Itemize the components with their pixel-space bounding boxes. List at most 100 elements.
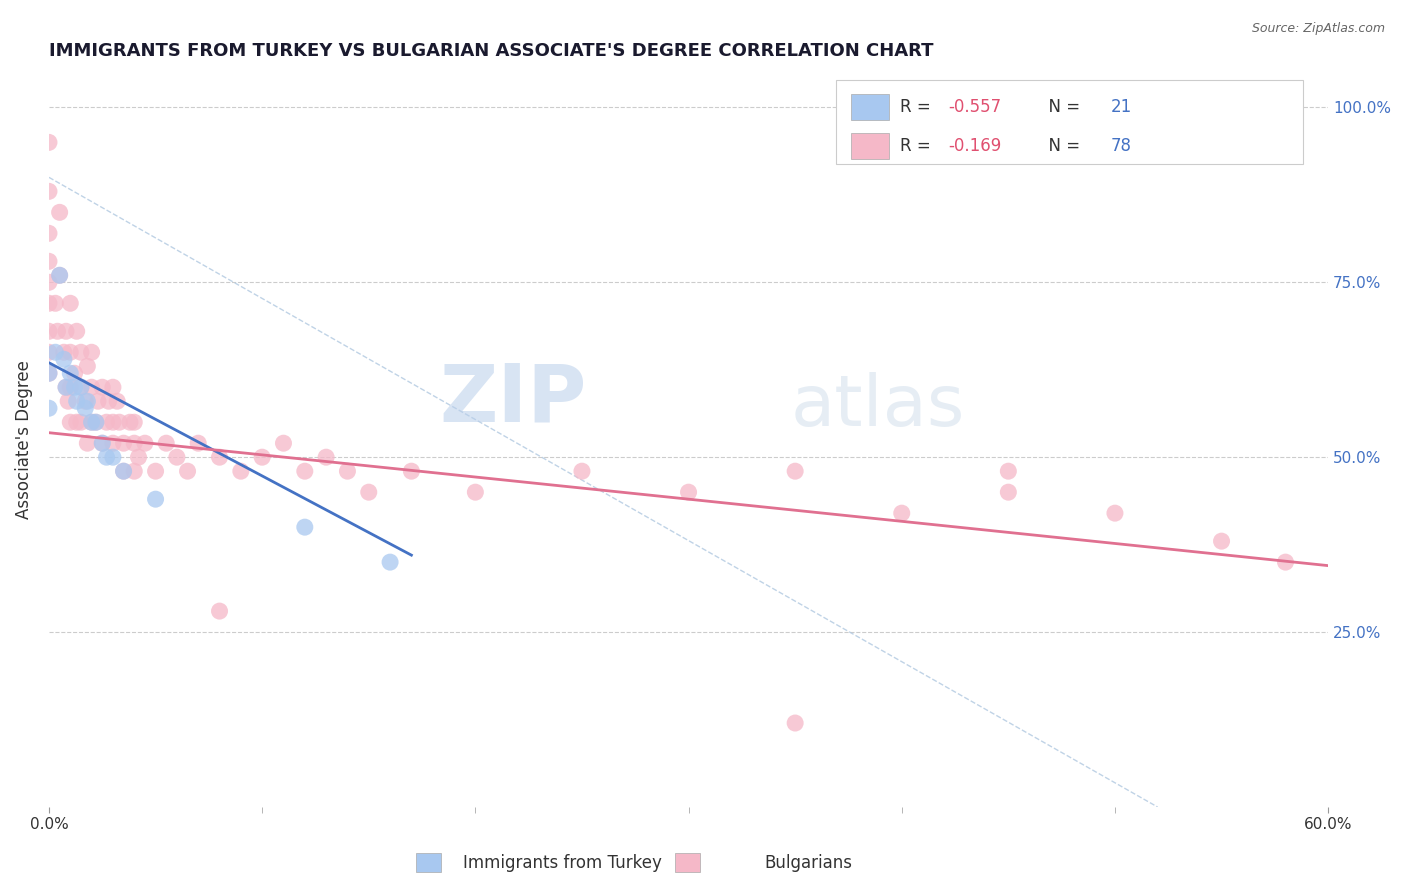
Point <box>48 268 70 283</box>
Point <box>101 415 124 429</box>
Text: R =: R = <box>900 98 935 116</box>
Point <box>80 345 103 359</box>
Point <box>166 450 188 465</box>
Point <box>112 464 135 478</box>
Point <box>176 464 198 478</box>
Point <box>48 205 70 219</box>
Point <box>76 359 98 374</box>
Point <box>108 415 131 429</box>
Point <box>97 394 120 409</box>
Point <box>101 450 124 465</box>
Point <box>75 401 97 416</box>
Text: Immigrants from Turkey: Immigrants from Turkey <box>463 855 662 872</box>
Point <box>66 394 89 409</box>
Point <box>59 296 82 310</box>
Point <box>44 345 66 359</box>
Point <box>38 366 60 380</box>
Point <box>101 380 124 394</box>
Point <box>38 366 60 380</box>
Point <box>38 185 60 199</box>
Point <box>38 227 60 241</box>
Point <box>134 436 156 450</box>
Point <box>208 450 231 465</box>
Point <box>128 450 150 465</box>
Text: N =: N = <box>1038 98 1085 116</box>
Text: N =: N = <box>1038 136 1085 154</box>
Point <box>80 415 103 429</box>
Point <box>87 394 110 409</box>
Point <box>401 464 423 478</box>
Point <box>38 254 60 268</box>
Point <box>122 415 145 429</box>
Point <box>55 380 77 394</box>
Point <box>76 436 98 450</box>
Point <box>59 380 82 394</box>
Point <box>84 415 107 429</box>
Point <box>112 436 135 450</box>
Point <box>38 136 60 150</box>
Point <box>91 436 114 450</box>
Point <box>80 380 103 394</box>
Point <box>84 415 107 429</box>
Point <box>357 485 380 500</box>
Text: -0.557: -0.557 <box>948 98 1001 116</box>
Bar <box>675 853 700 872</box>
Point <box>294 464 316 478</box>
Point <box>145 492 167 507</box>
Point <box>101 436 124 450</box>
Point <box>122 464 145 478</box>
FancyBboxPatch shape <box>851 95 890 120</box>
Point <box>122 436 145 450</box>
Point <box>118 415 141 429</box>
Point <box>1274 555 1296 569</box>
Point <box>70 380 93 394</box>
Point <box>112 464 135 478</box>
Point <box>96 415 118 429</box>
Point <box>571 464 593 478</box>
Point <box>250 450 273 465</box>
Point <box>997 485 1019 500</box>
Point <box>378 555 401 569</box>
Point <box>785 716 807 731</box>
Point <box>56 394 79 409</box>
Text: R =: R = <box>900 136 935 154</box>
Point <box>63 366 86 380</box>
Point <box>44 296 66 310</box>
Text: IMMIGRANTS FROM TURKEY VS BULGARIAN ASSOCIATE'S DEGREE CORRELATION CHART: IMMIGRANTS FROM TURKEY VS BULGARIAN ASSO… <box>49 42 934 60</box>
Point <box>187 436 209 450</box>
Point <box>46 324 69 338</box>
Point <box>70 415 93 429</box>
Point <box>52 345 75 359</box>
Text: atlas: atlas <box>792 372 966 442</box>
Bar <box>416 853 441 872</box>
Point <box>155 436 177 450</box>
Point <box>38 324 60 338</box>
Point <box>997 464 1019 478</box>
Point <box>38 345 60 359</box>
Point <box>315 450 337 465</box>
Point <box>75 394 97 409</box>
Point <box>48 268 70 283</box>
Point <box>91 380 114 394</box>
Point <box>66 324 89 338</box>
Point <box>80 415 103 429</box>
Point <box>55 380 77 394</box>
Point <box>38 275 60 289</box>
Point <box>70 345 93 359</box>
Point <box>105 394 128 409</box>
Y-axis label: Associate's Degree: Associate's Degree <box>15 360 32 519</box>
Point <box>38 296 60 310</box>
Point <box>76 394 98 409</box>
Point <box>66 415 89 429</box>
Point <box>1104 506 1126 520</box>
Point <box>59 366 82 380</box>
Point <box>464 485 486 500</box>
Point <box>63 380 86 394</box>
Point <box>229 464 252 478</box>
FancyBboxPatch shape <box>851 133 890 159</box>
Text: 78: 78 <box>1111 136 1132 154</box>
Point <box>890 506 912 520</box>
Text: Source: ZipAtlas.com: Source: ZipAtlas.com <box>1251 22 1385 36</box>
Point <box>59 415 82 429</box>
Point <box>70 380 93 394</box>
